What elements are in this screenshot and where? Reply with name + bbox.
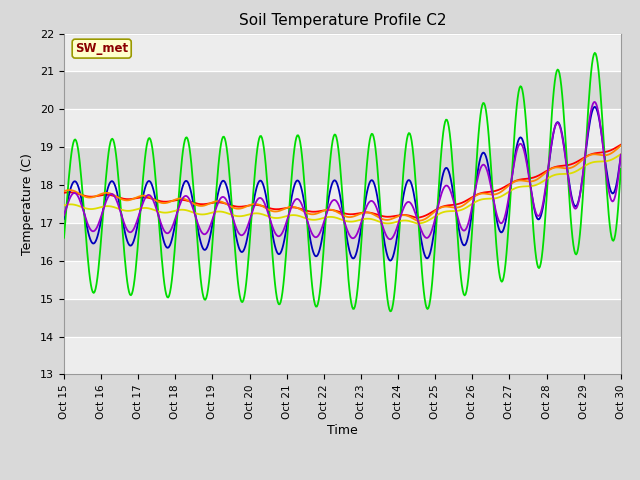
Bar: [64, 109, 621, 147]
Bar: [64, 185, 621, 223]
Bar: [64, 261, 621, 299]
Bar: [64, 34, 621, 72]
Bar: [64, 336, 621, 374]
Text: SW_met: SW_met: [75, 42, 128, 55]
Title: Soil Temperature Profile C2: Soil Temperature Profile C2: [239, 13, 446, 28]
X-axis label: Time: Time: [327, 424, 358, 437]
Y-axis label: Temperature (C): Temperature (C): [22, 153, 35, 255]
